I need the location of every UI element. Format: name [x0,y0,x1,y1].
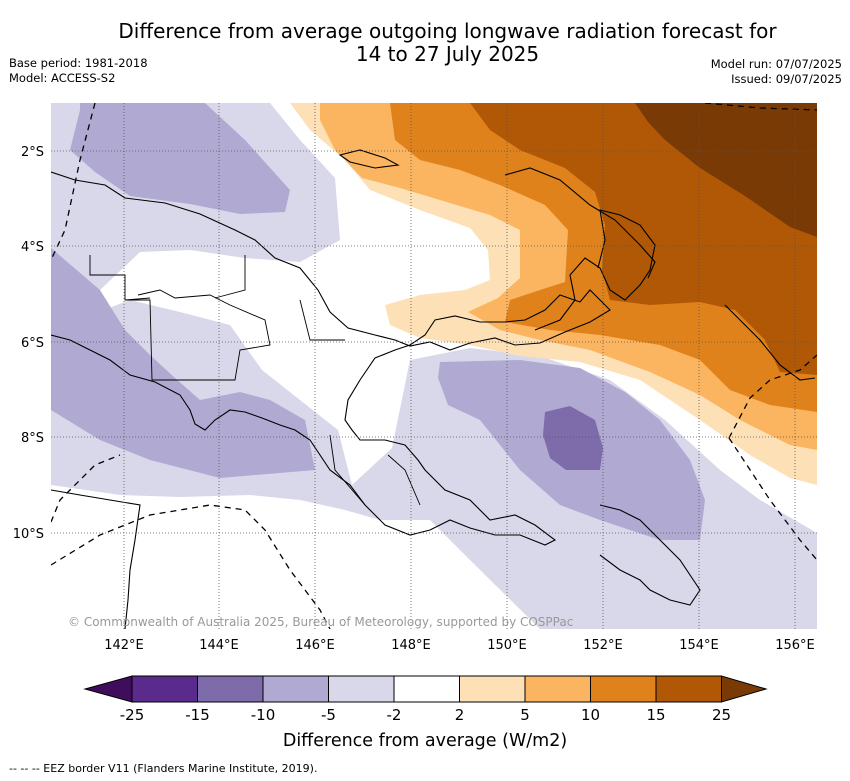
contour-minus5-west [51,248,315,478]
lat-label: 2°S [21,145,44,160]
colorbar-segment [328,675,395,703]
contour-plus25 [635,103,817,237]
colorbar-extend-low [83,675,133,703]
base-period: Base period: 1981-2018 [9,56,148,70]
latitude-labels: 2°S 4°S 6°S 8°S 10°S [13,145,44,542]
lat-label: 6°S [21,336,44,351]
eez-borders [51,103,817,629]
lat-label: 10°S [13,527,44,542]
colorbar-tick-label: -2 [387,706,402,724]
colorbar-label: Difference from average (W/m2) [282,731,568,751]
colorbar: -25 -15 -10 -5 -2 2 5 10 15 25 [83,675,768,724]
colorbar-segment [655,675,722,703]
model-run: Model run: 07/07/2025 [710,57,842,71]
title-line-1: Difference from average outgoing longwav… [118,19,777,43]
lon-label: 142°E [104,638,144,653]
lon-label: 154°E [679,638,719,653]
contour-minus5-north [70,103,290,214]
lon-label: 152°E [583,638,623,653]
lon-label: 144°E [199,638,239,653]
meta-right: Model run: 07/07/2025 Issued: 09/07/2025 [711,57,842,87]
colorbar-tick-label: 15 [646,706,665,724]
contour-minus2-south [51,300,817,629]
title-line-2: 14 to 27 July 2025 [355,42,540,66]
lon-label: 148°E [391,638,431,653]
colorbar-segment [131,675,198,703]
colorbar-tick-label: 2 [455,706,465,724]
colorbar-tick-label: -25 [120,706,145,724]
contour-minus10 [543,406,603,470]
colorbar-segment [590,675,657,703]
lat-label: 4°S [21,240,44,255]
colorbar-tick-label: -5 [321,706,336,724]
model-name: Model: ACCESS-S2 [9,71,116,85]
colorbar-segment [197,675,264,703]
new-ireland-coast [504,167,656,279]
lon-label: 150°E [487,638,527,653]
colorbar-tick-label: 10 [581,706,600,724]
colorbar-segment [262,675,329,703]
colorbar-segment [393,675,460,703]
colorbar-tick-label: -15 [185,706,210,724]
new-britain-coast [534,209,656,331]
lon-label: 156°E [775,638,815,653]
eez-legend: -- -- -- EEZ border V11 (Flanders Marine… [9,762,318,775]
colorbar-tick-label: -10 [251,706,276,724]
chart-title: Difference from average outgoing longwav… [0,20,850,66]
cape-york-coast [51,489,141,629]
lat-label: 8°S [21,431,44,446]
issued-date: Issued: 09/07/2025 [731,72,842,86]
new-guinea-coast [51,171,611,546]
gridlines [51,103,817,629]
coastlines [51,149,816,629]
colorbar-segment [459,675,526,703]
colorbar-tick-label: 25 [712,706,731,724]
meta-left: Base period: 1981-2018 Model: ACCESS-S2 [9,56,148,86]
manus-coast [338,149,400,169]
colorbar-segment [524,675,591,703]
solomon-islands-coast [599,504,701,606]
colorbar-tick-label: 5 [520,706,530,724]
copyright-notice: © Commonwealth of Australia 2025, Bureau… [68,615,573,629]
bougainville-coast [724,304,816,381]
province-borders [89,255,421,506]
colorbar-extend-high [721,675,768,703]
map-area [51,103,817,629]
longitude-labels: 142°E 144°E 146°E 148°E 150°E 152°E 154°… [104,638,815,653]
lon-label: 146°E [295,638,335,653]
